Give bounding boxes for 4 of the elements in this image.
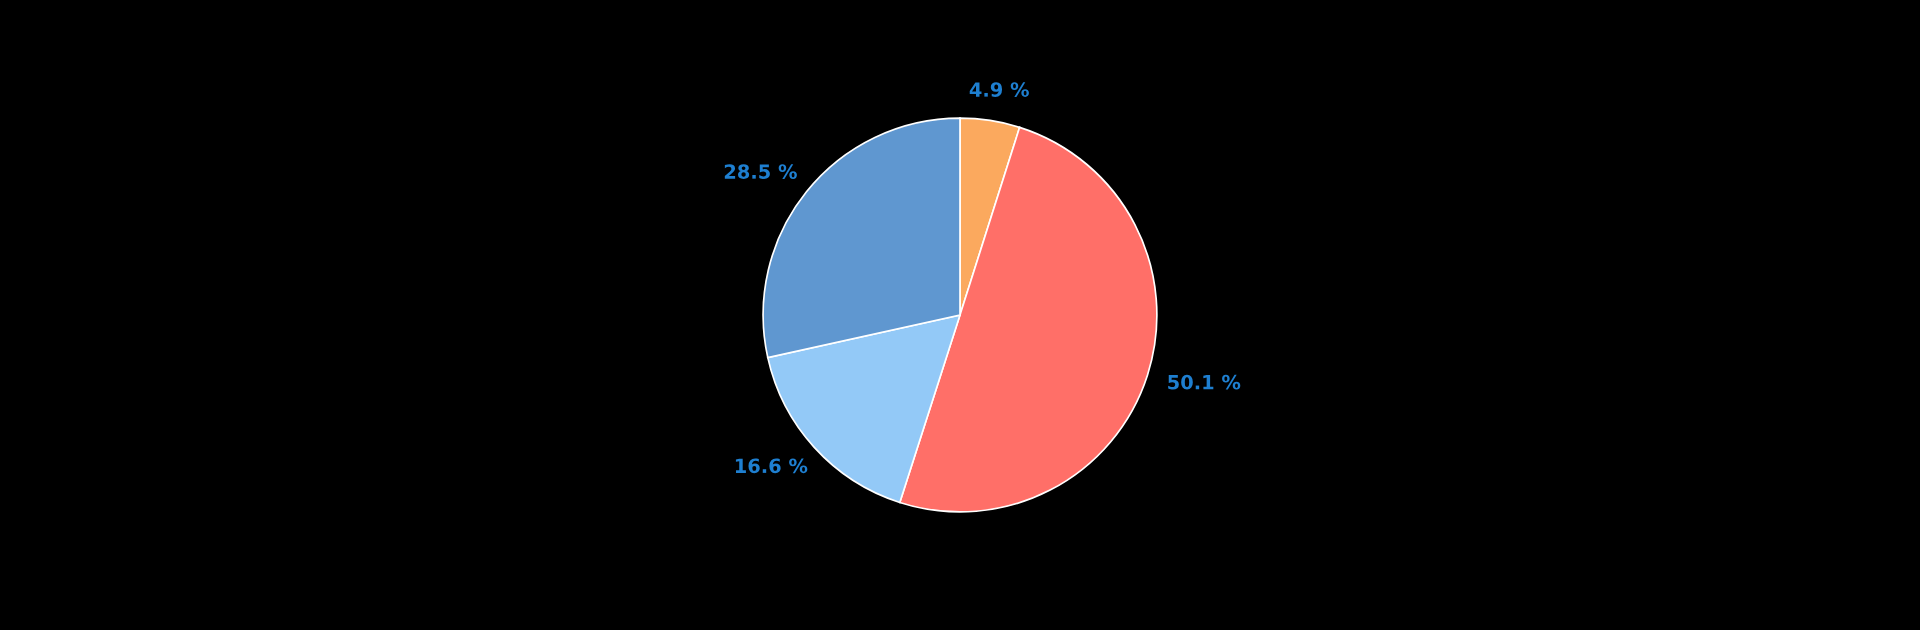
data-label: 16.6 % — [735, 458, 808, 474]
data-label: 28.5 % — [724, 164, 797, 179]
data-label: 4.9 % — [969, 82, 1029, 97]
data-label: 50.1 % — [1168, 374, 1241, 390]
